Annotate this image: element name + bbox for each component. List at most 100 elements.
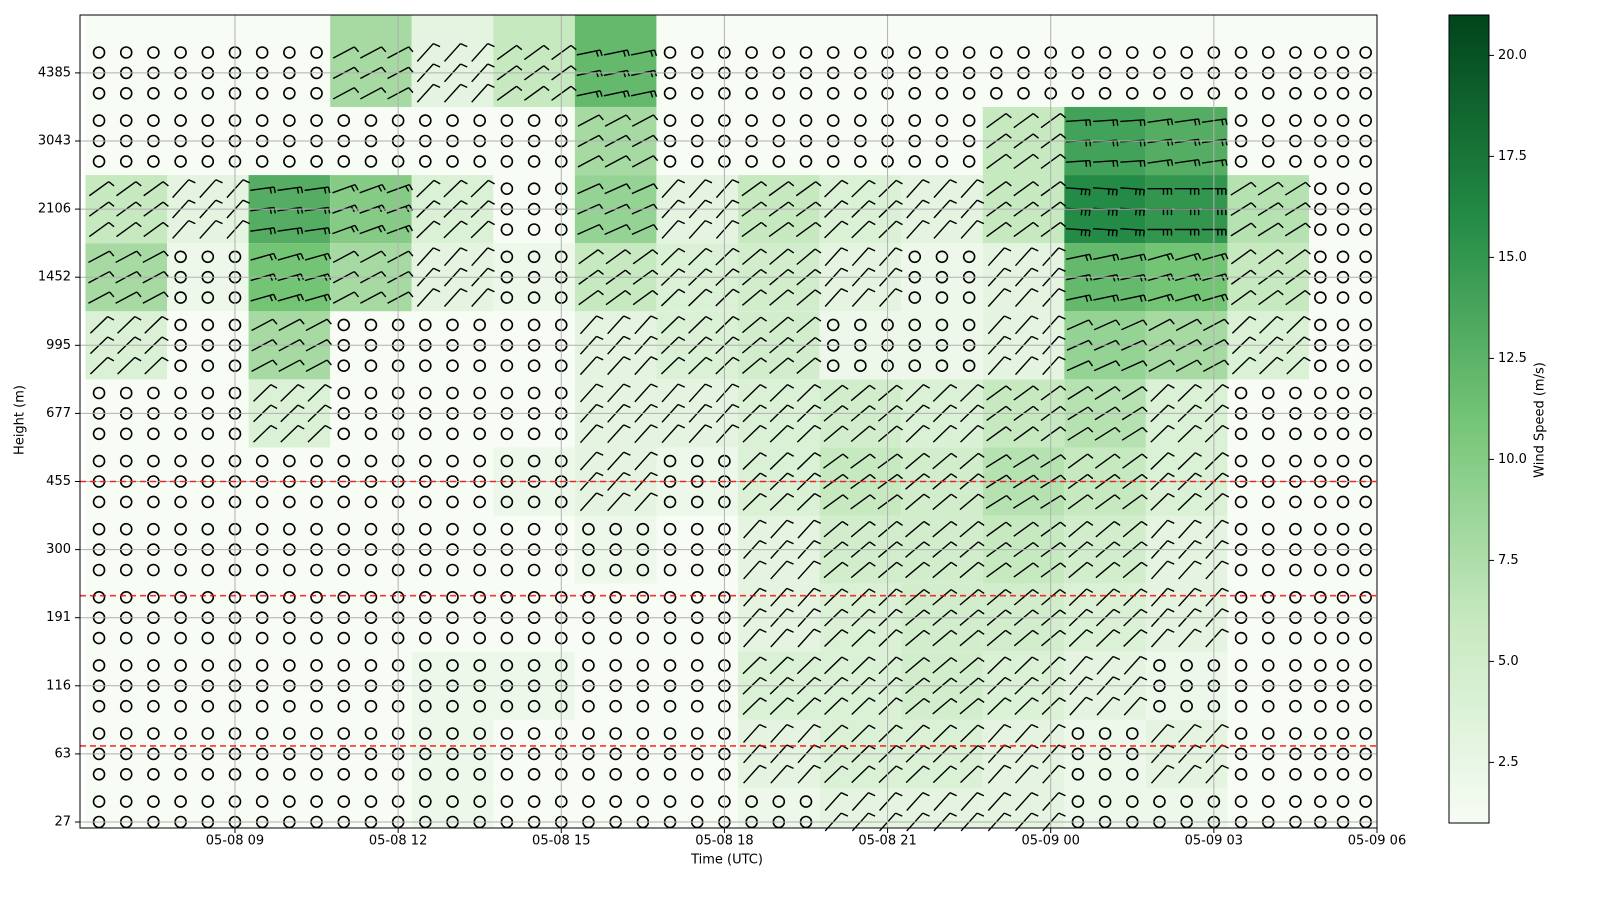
calm-marker: [364, 495, 378, 509]
wind-barb: [359, 224, 386, 235]
calm-marker: [337, 386, 351, 400]
wind-barb: [88, 250, 115, 264]
calm-marker: [364, 795, 378, 808]
wind-barb: [932, 384, 958, 402]
wind-barb: [1014, 247, 1039, 267]
y-tick-label: 63: [54, 746, 71, 761]
calm-marker: [1359, 291, 1372, 304]
wind-barb: [688, 356, 713, 375]
calm-marker: [174, 114, 187, 127]
calm-marker: [283, 114, 296, 127]
calm-marker: [500, 454, 514, 468]
wind-barb: [932, 520, 958, 538]
calm-marker: [500, 291, 514, 304]
wind-cell: [901, 15, 983, 107]
calm-marker: [1314, 114, 1327, 127]
wind-barb: [142, 291, 169, 304]
wind-barb: [1014, 764, 1039, 784]
wind-barb: [770, 723, 794, 743]
wind-barb: [579, 451, 604, 471]
calm-marker: [663, 495, 677, 509]
calm-marker: [1098, 727, 1112, 740]
calm-marker: [1261, 114, 1275, 127]
wind-barb: [985, 454, 1012, 469]
calm-marker: [636, 590, 650, 604]
calm-marker: [663, 155, 677, 168]
calm-marker: [1289, 87, 1302, 100]
calm-marker: [1314, 727, 1327, 740]
calm-marker: [1098, 795, 1112, 808]
calm-marker: [1289, 631, 1302, 645]
calm-marker: [310, 727, 323, 740]
calm-marker: [500, 318, 514, 332]
wind-barb: [1065, 227, 1091, 237]
calm-marker: [147, 495, 160, 509]
calm-marker: [1180, 659, 1193, 672]
y-tick-label: 1452: [38, 270, 71, 285]
wind-cell: [1309, 787, 1377, 828]
wind-barb: [332, 46, 360, 59]
calm-marker: [908, 291, 922, 304]
wind-barb: [1121, 360, 1148, 372]
calm-marker: [119, 495, 133, 509]
wind-barb: [360, 291, 387, 304]
calm-marker: [990, 46, 1003, 59]
x-tick-label: 05-08 15: [532, 834, 590, 849]
calm-marker: [446, 386, 459, 400]
wind-barb: [1174, 293, 1202, 302]
wind-barb: [905, 493, 931, 511]
calm-marker: [337, 631, 351, 645]
wind-barb: [88, 291, 115, 304]
calm-marker: [1261, 795, 1275, 808]
wind-cell: [738, 15, 820, 107]
calm-marker: [1234, 795, 1248, 808]
calm-marker: [854, 87, 867, 100]
calm-marker: [854, 46, 867, 59]
calm-marker: [174, 631, 187, 645]
wind-barb: [1285, 249, 1311, 265]
wind-barb: [932, 561, 958, 579]
wind-cell: [982, 15, 1065, 107]
calm-marker: [147, 155, 160, 168]
wind-barb: [1065, 159, 1092, 167]
wind-barb: [959, 520, 985, 538]
wind-barb: [115, 250, 142, 264]
calm-marker: [201, 563, 215, 577]
wind-barb: [688, 247, 713, 266]
calm-marker: [1314, 659, 1327, 672]
calm-marker: [962, 155, 976, 168]
wind-barb: [1013, 153, 1039, 170]
wind-barb: [144, 356, 169, 375]
calm-marker: [283, 454, 296, 468]
wind-barb: [1013, 629, 1039, 647]
wind-barb: [579, 424, 604, 444]
calm-marker: [119, 727, 133, 740]
calm-marker: [119, 46, 133, 59]
calm-marker: [201, 590, 215, 604]
wind-barb: [1123, 629, 1148, 647]
calm-marker: [1359, 182, 1372, 195]
calm-marker: [935, 291, 949, 304]
wind-barb: [769, 492, 795, 511]
wind-barb: [986, 385, 1012, 401]
wind-barb: [304, 252, 332, 261]
wind-barb: [796, 656, 822, 675]
calm-marker: [201, 454, 215, 468]
y-tick-label: 191: [46, 610, 71, 625]
calm-marker: [1314, 223, 1327, 236]
calm-marker: [1314, 291, 1327, 304]
wind-barb: [1095, 561, 1121, 579]
calm-marker: [201, 291, 215, 304]
calm-marker: [1125, 87, 1139, 100]
calm-marker: [364, 155, 378, 168]
wind-barb: [251, 318, 278, 332]
calm-marker: [174, 659, 187, 672]
calm-marker: [1234, 767, 1248, 781]
wind-barb: [607, 451, 631, 471]
calm-marker: [1289, 522, 1302, 536]
wind-barb: [172, 219, 196, 239]
calm-marker: [147, 87, 160, 100]
wind-barb: [1122, 520, 1148, 538]
wind-barb: [1150, 723, 1175, 743]
calm-marker: [636, 631, 650, 645]
